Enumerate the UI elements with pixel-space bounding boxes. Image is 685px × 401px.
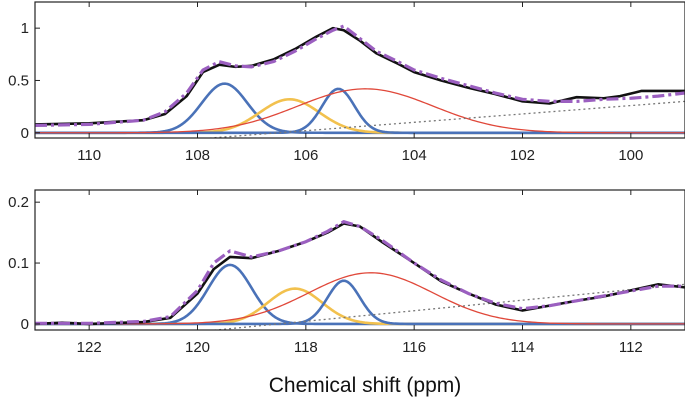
top-component-peak-a <box>35 82 685 135</box>
bottom-x-tick-label: 112 <box>619 339 643 356</box>
x-axis-label: Chemical shift (ppm) <box>269 374 462 397</box>
bottom-y-tick-label: 0.1 <box>8 255 29 272</box>
bottom-y-tick-label: 0 <box>21 316 29 333</box>
top-x-tick-label: 104 <box>402 147 427 164</box>
top-series-experiment <box>35 26 685 126</box>
bottom-x-tick-label: 120 <box>185 339 210 356</box>
top-y-tick-label: 1 <box>21 20 29 37</box>
top-component-broad <box>35 88 685 134</box>
bottom-component-broad <box>35 272 685 325</box>
bottom-frame <box>34 189 685 331</box>
bottom-component-baseline <box>209 283 685 330</box>
top-plot-area <box>35 24 685 138</box>
top-x-tick-label: 110 <box>77 147 101 164</box>
bottom-plot-area <box>35 220 685 330</box>
top-y-tick-label: 0 <box>21 125 29 142</box>
top-series-fit <box>35 24 685 128</box>
top-x-tick-label: 100 <box>618 147 643 164</box>
bottom-panel: 122 120 118 116 114 112 0 0.1 0.2 <box>8 189 685 356</box>
bottom-x-tick-label: 118 <box>294 339 318 356</box>
top-x-tick-label: 102 <box>510 147 535 164</box>
top-x-tick-label: 106 <box>293 147 318 164</box>
top-frame <box>34 1 685 139</box>
top-component-baseline <box>202 100 685 138</box>
top-panel: 110 108 106 104 102 100 0 0.5 1 <box>8 1 685 164</box>
bottom-y-tick-label: 0.2 <box>8 194 29 211</box>
bottom-component-peak-c <box>35 279 685 326</box>
bottom-x-tick-label: 122 <box>77 339 102 356</box>
bottom-x-tick-label: 116 <box>402 339 426 356</box>
top-x-tick-label: 108 <box>185 147 210 164</box>
bottom-series-fit <box>35 220 685 325</box>
bottom-x-tick-label: 114 <box>511 339 535 356</box>
top-y-tick-label: 0.5 <box>8 72 29 89</box>
